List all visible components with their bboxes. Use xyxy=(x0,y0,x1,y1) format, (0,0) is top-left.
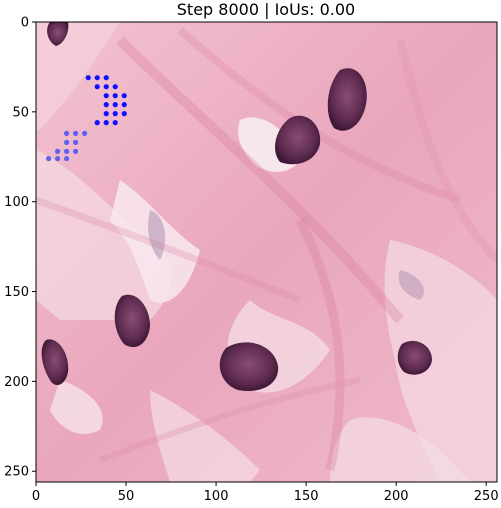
x-tick-label: 0 xyxy=(32,489,40,504)
y-tick-label: 0 xyxy=(21,16,29,31)
scatter-point xyxy=(64,155,70,162)
scatter-point xyxy=(85,75,91,81)
x-tick-label: 200 xyxy=(384,489,409,504)
scatter-point xyxy=(112,111,118,117)
x-tick-label: 150 xyxy=(294,489,319,504)
scatter-point xyxy=(64,139,70,145)
histology-image xyxy=(36,22,497,482)
scatter-point xyxy=(73,148,79,154)
scatter-point xyxy=(112,84,118,90)
y-tick-label: 50 xyxy=(12,105,29,120)
chart-title: Step 8000 | IoUs: 0.00 xyxy=(177,0,355,19)
scatter-point xyxy=(121,102,127,108)
x-tick-label: 100 xyxy=(204,489,229,504)
scatter-point xyxy=(112,93,118,99)
scatter-point xyxy=(73,139,79,145)
scatter-point xyxy=(82,130,88,137)
y-tick-label: 250 xyxy=(4,465,29,480)
scatter-point xyxy=(64,148,70,154)
scatter-point xyxy=(103,111,109,117)
y-tick-label: 150 xyxy=(4,285,29,300)
scatter-point xyxy=(103,93,109,99)
scatter-point xyxy=(46,155,52,162)
scatter-point xyxy=(55,148,61,154)
scatter-point xyxy=(64,130,70,137)
y-axis: 0 50 100 150 200 250 xyxy=(4,16,36,480)
scatter-point xyxy=(94,75,100,81)
scatter-points xyxy=(46,75,127,162)
scatter-point xyxy=(103,102,109,108)
scatter-point xyxy=(121,93,127,99)
plot-frame xyxy=(35,21,498,483)
scatter-point xyxy=(121,111,127,117)
scatter-point xyxy=(103,75,109,81)
x-tick-label: 50 xyxy=(118,489,135,504)
x-tick-label: 250 xyxy=(474,489,499,504)
y-tick-label: 100 xyxy=(4,195,29,210)
y-tick-label: 200 xyxy=(4,375,29,390)
scatter-point xyxy=(103,120,109,126)
scatter-point xyxy=(55,155,61,162)
scatter-point xyxy=(94,84,100,90)
scatter-point xyxy=(112,120,118,126)
scatter-point xyxy=(103,84,109,90)
scatter-point xyxy=(112,102,118,108)
x-axis: 0 50 100 150 200 250 xyxy=(32,482,499,504)
scatter-point xyxy=(73,130,79,137)
scatter-point xyxy=(94,120,100,126)
